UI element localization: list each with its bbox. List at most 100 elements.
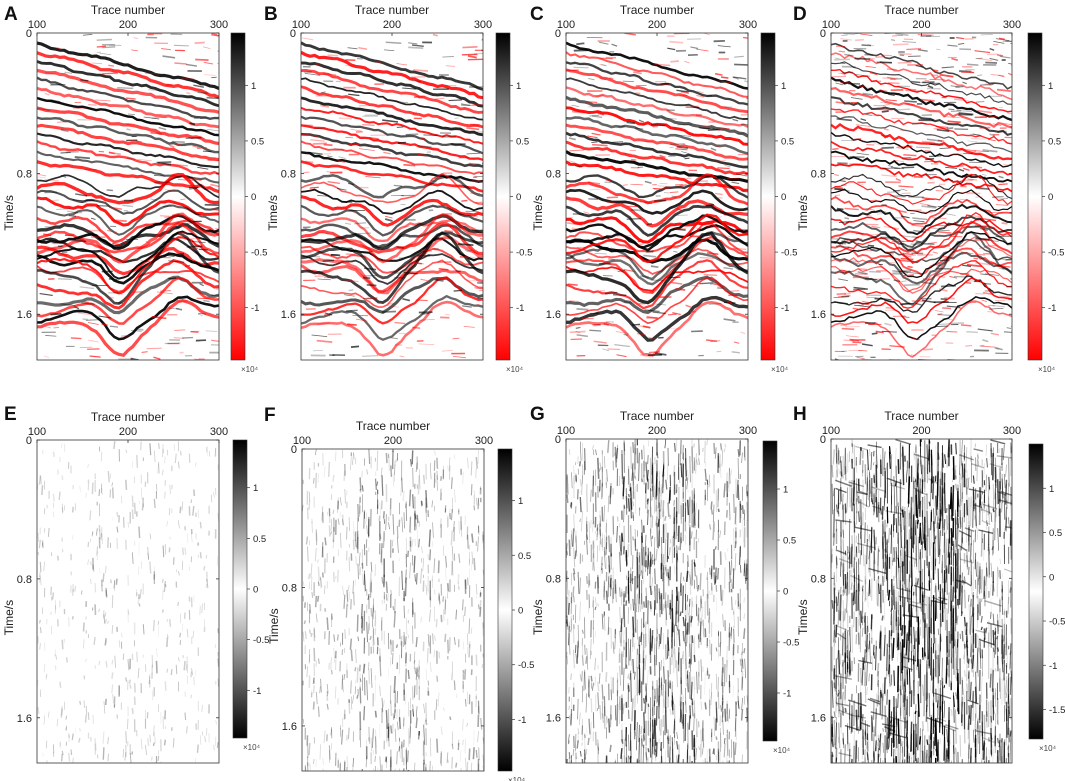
y-axis-label: Time/s [267,608,281,644]
y-tick-label: 1.6 [281,309,296,321]
colorbar-tick-label: 0.5 [783,536,796,547]
panel-letter-h: H [793,404,807,425]
colorbar-tick-label: -1 [516,303,524,314]
y-tick-label: 0 [820,434,826,446]
colorbar-exponent: ×10⁴ [243,743,261,752]
panel-h-image [830,438,1013,764]
panel-letter-c: C [530,4,544,25]
panel-f-colorbar: 1 0.5 0 -0.5 -1 ×10⁴ [497,448,534,781]
colorbar-tick-label: -1.5 [1049,705,1065,716]
panel-e-colorbar: 1 0.5 0 -0.5 -1 ×10⁴ [232,439,269,752]
y-tick-label: 0.8 [811,169,826,181]
colorbar-tick-label: -0.5 [516,248,532,259]
x-tick-label: 300 [210,426,228,438]
colorbar-tick-label: -1 [781,303,789,314]
colorbar-exponent: ×10⁴ [771,365,789,374]
x-tick-label: 200 [912,425,930,437]
panel-g-colorbar: 1 0.5 0 -0.5 -1 ×10⁴ [762,440,799,755]
panel-b-image [300,32,484,361]
colorbar-tick-label: 0 [1048,192,1053,203]
x-tick-label: 300 [1003,19,1021,31]
y-axis-label: Time/s [531,195,545,231]
x-tick-label: 200 [912,19,930,31]
colorbar-tick-label: -0.5 [783,638,799,649]
x-tick-label: 200 [648,19,666,31]
colorbar-tick-label: -0.5 [253,635,269,646]
colorbar-exponent: ×10⁴ [506,365,524,374]
y-tick-label: 0.8 [17,574,32,586]
panel-axes: 100 200 300 Trace number 0 0.8 1.6 Time/s [796,3,1021,321]
x-tick-label: 100 [557,19,575,31]
colorbar-gradient [497,448,513,772]
x-axis-label: Trace number [884,3,958,17]
panel-b-colorbar: 1 0.5 0 -0.5 -1 ×10⁴ [495,32,532,374]
x-axis-label: Trace number [620,3,694,17]
x-tick-label: 200 [119,426,137,438]
y-axis-label: Time/s [266,195,280,231]
y-axis-label: Time/s [796,195,810,231]
colorbar-exponent: ×10⁴ [241,365,259,374]
colorbar-exponent: ×10⁴ [773,746,791,755]
y-tick-label: 0.8 [282,582,297,594]
panel-axes: 100 200 300 Trace number 0 0.8 1.6 Time/s [2,410,228,725]
colorbar-tick-label: -0.5 [781,248,797,259]
y-tick-label: 1.6 [17,713,32,725]
y-axis-label: Time/s [796,599,810,635]
colorbar-tick-label: -1 [783,689,791,700]
colorbar-tick-label: -1 [1049,661,1057,672]
panel-c-image [565,32,749,361]
y-tick-label: 0.8 [546,573,561,585]
colorbar-gradient [1027,32,1043,361]
x-tick-label: 300 [739,425,757,437]
colorbar-tick-label: 0.5 [518,551,531,562]
panel-axes: 100 200 300 Trace number 0 0.8 1.6 Time/s [531,409,757,725]
colorbar-tick-label: 0 [253,585,258,596]
panel-letter-d: D [793,4,807,25]
panel-c-colorbar: 1 0.5 0 -0.5 -1 ×10⁴ [760,32,797,374]
panel-axes: 100 200 300 Trace number 0 0.8 1.6 Time/s [2,3,228,321]
y-tick-label: 0 [26,28,32,40]
panel-letter-a: A [4,4,18,25]
panel-d-image [830,32,1013,361]
panel-letter-f: F [264,405,276,426]
colorbar-tick-label: -1 [251,303,259,314]
y-tick-label: 0 [820,28,826,40]
y-tick-label: 0 [291,444,297,456]
x-axis-label: Trace number [356,419,430,433]
panel-a-image [36,32,220,361]
y-tick-label: 1.6 [17,309,32,321]
x-tick-label: 100 [557,425,575,437]
y-tick-label: 0.8 [17,169,32,181]
panel-g-image [565,438,749,764]
colorbar-tick-label: 0.5 [1049,528,1062,539]
colorbar-gradient [1028,443,1044,740]
colorbar-tick-label: -0.5 [1048,248,1064,259]
y-tick-label: 0 [555,28,561,40]
y-tick-label: 0.8 [281,169,296,181]
colorbar-exponent: ×10⁴ [1039,744,1057,753]
colorbar-tick-label: 1 [251,81,256,92]
y-tick-label: 0 [26,435,32,447]
y-axis-label: Time/s [2,600,16,636]
x-axis-label: Trace number [884,409,958,423]
colorbar-tick-label: 1 [516,81,521,92]
x-tick-label: 100 [822,19,840,31]
panel-d-colorbar: 1 0.5 0 -0.5 -1 ×10⁴ [1027,32,1064,374]
colorbar-tick-label: 0.5 [781,136,794,147]
colorbar-tick-label: 1 [1048,81,1053,92]
colorbar-tick-label: 0.5 [253,534,266,545]
colorbar-tick-label: 1 [253,483,258,494]
colorbar-tick-label: 0.5 [251,136,264,147]
x-tick-label: 100 [293,435,311,447]
y-tick-label: 1.6 [546,713,561,725]
panel-axes: 100 200 300 Trace number 0 0.8 1.6 Time/s [266,3,492,321]
x-tick-label: 300 [474,19,492,31]
colorbar-tick-label: -1 [1048,303,1056,314]
panel-a-colorbar: 1 0.5 0 -0.5 -1 ×10⁴ [230,32,267,374]
x-axis-label: Trace number [91,3,165,17]
colorbar-tick-label: 1 [518,496,523,507]
x-tick-label: 200 [119,19,137,31]
colorbar-tick-label: 0 [516,192,521,203]
colorbar-tick-label: 0 [518,606,523,617]
